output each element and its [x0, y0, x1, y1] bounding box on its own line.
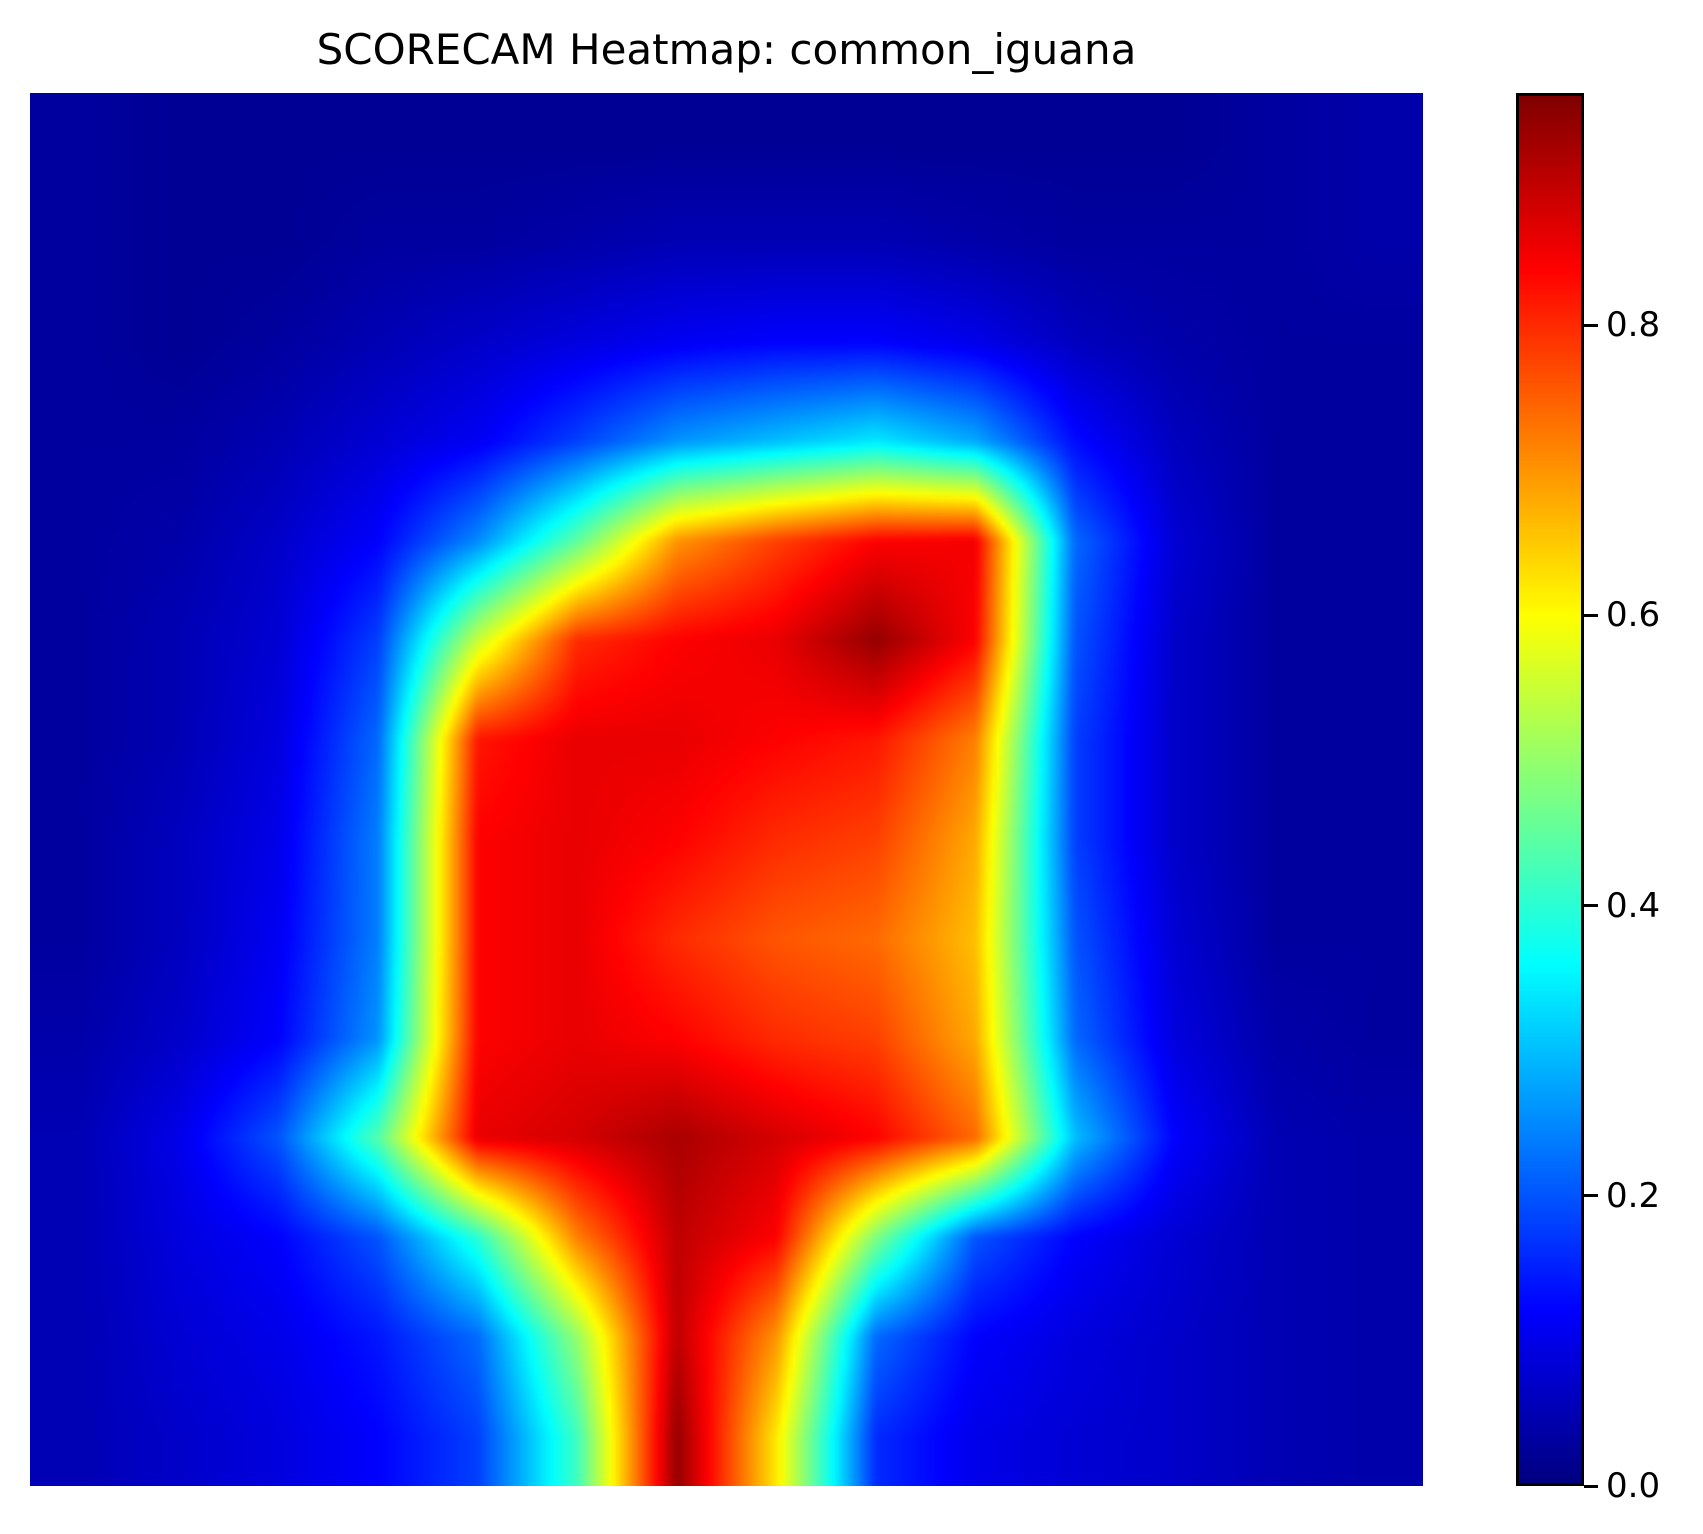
chart-title: SCORECAM Heatmap: common_iguana	[316, 25, 1137, 74]
colorbar-tick-label: 0.2	[1606, 1175, 1661, 1216]
heatmap-image	[30, 93, 1423, 1486]
colorbar-tick-mark	[1584, 904, 1598, 908]
colorbar-tick-label: 0.8	[1606, 305, 1661, 346]
colorbar-tick-label: 0.0	[1606, 1466, 1661, 1506]
colorbar-tick-mark	[1584, 1194, 1598, 1198]
colorbar-frame	[1516, 93, 1584, 1486]
colorbar: 0.0 0.2 0.4 0.6 0.8	[1516, 93, 1660, 1506]
colorbar-tick-mark	[1584, 1484, 1598, 1488]
colorbar-tick-label: 0.6	[1606, 595, 1661, 636]
colorbar-tick-mark	[1584, 613, 1598, 617]
colorbar-tick-label: 0.4	[1606, 885, 1661, 926]
colorbar-tick-mark	[1584, 323, 1598, 327]
colorbar-gradient	[1516, 93, 1584, 1486]
